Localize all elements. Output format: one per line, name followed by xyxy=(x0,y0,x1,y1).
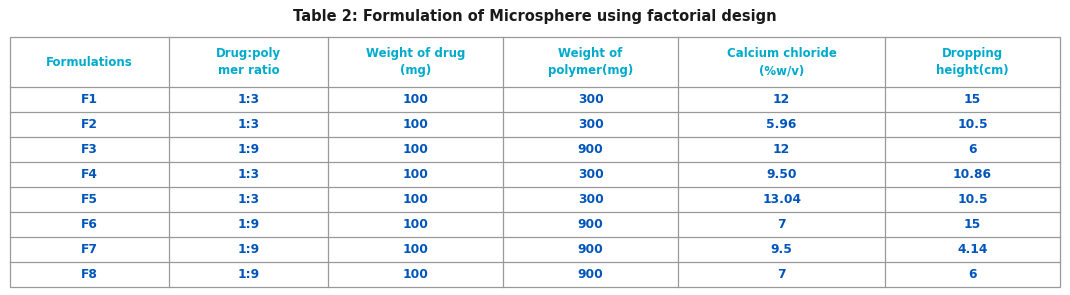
Text: 100: 100 xyxy=(402,218,429,231)
Text: 5.96: 5.96 xyxy=(766,118,797,131)
Text: 9.50: 9.50 xyxy=(766,168,797,181)
Text: 12: 12 xyxy=(773,93,791,106)
Text: 9.5: 9.5 xyxy=(770,243,793,256)
Text: 7: 7 xyxy=(777,218,785,231)
Text: 300: 300 xyxy=(578,193,603,206)
Text: 1:9: 1:9 xyxy=(238,243,260,256)
Text: Table 2: Formulation of Microsphere using factorial design: Table 2: Formulation of Microsphere usin… xyxy=(293,9,777,24)
Text: Weight of
polymer(mg): Weight of polymer(mg) xyxy=(548,47,633,77)
Text: F4: F4 xyxy=(81,168,98,181)
Text: 300: 300 xyxy=(578,93,603,106)
Text: 1:9: 1:9 xyxy=(238,218,260,231)
Text: 300: 300 xyxy=(578,168,603,181)
Text: 100: 100 xyxy=(402,118,429,131)
Text: 1:3: 1:3 xyxy=(238,168,260,181)
Text: 100: 100 xyxy=(402,268,429,281)
Text: 100: 100 xyxy=(402,243,429,256)
Text: 10.86: 10.86 xyxy=(953,168,992,181)
Text: 6: 6 xyxy=(968,268,977,281)
Text: 1:3: 1:3 xyxy=(238,118,260,131)
Text: Drug:poly
mer ratio: Drug:poly mer ratio xyxy=(216,47,281,77)
Text: Formulations: Formulations xyxy=(46,55,133,68)
Text: 1:9: 1:9 xyxy=(238,143,260,156)
Text: F3: F3 xyxy=(81,143,98,156)
Text: F7: F7 xyxy=(81,243,98,256)
Text: 1:3: 1:3 xyxy=(238,193,260,206)
Text: 900: 900 xyxy=(578,268,603,281)
Bar xyxy=(10,37,1060,287)
Text: 7: 7 xyxy=(777,268,785,281)
Text: 1:3: 1:3 xyxy=(238,93,260,106)
Text: 100: 100 xyxy=(402,168,429,181)
Text: 900: 900 xyxy=(578,243,603,256)
Text: 10.5: 10.5 xyxy=(958,118,988,131)
Text: 100: 100 xyxy=(402,193,429,206)
Text: 6: 6 xyxy=(968,143,977,156)
Text: Weight of drug
(mg): Weight of drug (mg) xyxy=(366,47,465,77)
Text: 1:9: 1:9 xyxy=(238,268,260,281)
Text: 10.5: 10.5 xyxy=(958,193,988,206)
Text: 15: 15 xyxy=(964,93,981,106)
Text: 300: 300 xyxy=(578,118,603,131)
Text: 900: 900 xyxy=(578,143,603,156)
Text: F5: F5 xyxy=(81,193,98,206)
Text: F2: F2 xyxy=(81,118,98,131)
Text: F1: F1 xyxy=(81,93,98,106)
Text: F8: F8 xyxy=(81,268,98,281)
Text: 900: 900 xyxy=(578,218,603,231)
Text: 15: 15 xyxy=(964,218,981,231)
Text: 13.04: 13.04 xyxy=(762,193,801,206)
Text: 12: 12 xyxy=(773,143,791,156)
Text: Dropping
height(cm): Dropping height(cm) xyxy=(936,47,1009,77)
Text: 4.14: 4.14 xyxy=(958,243,988,256)
Text: 100: 100 xyxy=(402,93,429,106)
Text: Calcium chloride
(%w/v): Calcium chloride (%w/v) xyxy=(727,47,837,77)
Text: F6: F6 xyxy=(81,218,98,231)
Text: 100: 100 xyxy=(402,143,429,156)
